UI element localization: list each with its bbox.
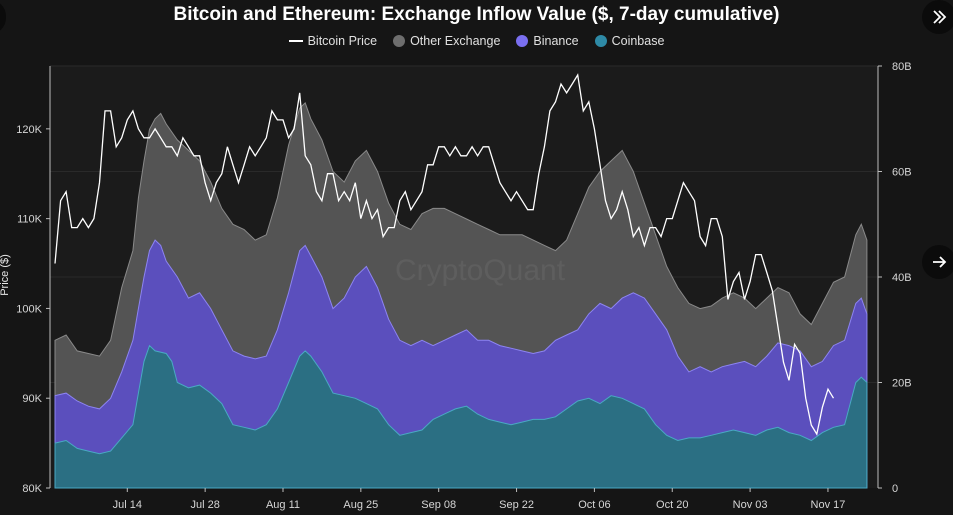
legend-dot-marker xyxy=(393,35,406,47)
y-tick-label-right: 0 xyxy=(892,483,898,495)
x-tick-label: Oct 20 xyxy=(656,499,688,511)
x-tick-label: Aug 25 xyxy=(343,499,378,511)
y-tick-label-left: 100K xyxy=(16,303,42,315)
legend-dot-marker xyxy=(516,35,529,47)
y-axis-left-label: Price ($) xyxy=(0,254,11,296)
previous-chart-button[interactable] xyxy=(0,0,6,34)
y-tick-label-right: 40B xyxy=(892,272,912,284)
x-tick-label: Sep 22 xyxy=(499,499,534,511)
x-tick-label: Nov 17 xyxy=(811,499,846,511)
bitcoin-price-line xyxy=(54,73,835,436)
x-tick-label: Aug 11 xyxy=(266,499,300,511)
legend-line-marker xyxy=(288,40,303,42)
y-tick-label-left: 80K xyxy=(22,483,42,495)
y-tick-label-right: 80B xyxy=(892,61,912,73)
legend-dot-marker xyxy=(594,35,607,47)
legend-item-other-exchange[interactable]: Other Exchange xyxy=(393,34,500,48)
x-tick-label: Oct 06 xyxy=(578,499,610,511)
legend-label: Other Exchange xyxy=(410,34,501,48)
y-tick-label-left: 110K xyxy=(17,214,43,226)
legend-item-binance[interactable]: Binance xyxy=(516,34,579,48)
arrow-right-icon xyxy=(933,256,947,268)
area-coinbase xyxy=(54,344,868,489)
legend-label: Bitcoin Price xyxy=(307,34,378,48)
legend-item-coinbase[interactable]: Coinbase xyxy=(594,34,665,48)
x-tick-label: Jul 14 xyxy=(113,499,142,511)
collapse-panel-button[interactable] xyxy=(922,0,953,34)
y-tick-label-left: 120K xyxy=(16,124,42,136)
legend-label: Binance xyxy=(533,34,579,48)
x-tick-label: Nov 03 xyxy=(733,499,768,511)
chart-title: Bitcoin and Ethereum: Exchange Inflow Va… xyxy=(173,4,780,25)
legend-item-bitcoin-price[interactable]: Bitcoin Price xyxy=(288,34,378,48)
chart-legend: Bitcoin Price Other Exchange Binance Coi… xyxy=(0,34,953,48)
y-tick-label-right: 20B xyxy=(892,378,912,390)
area-binance xyxy=(54,239,868,489)
y-tick-label-left: 90K xyxy=(22,393,42,405)
watermark: CryptoQuant xyxy=(395,254,566,287)
x-tick-label: Sep 08 xyxy=(421,499,456,511)
legend-label: Coinbase xyxy=(611,34,665,48)
y-tick-label-right: 60B xyxy=(892,167,912,179)
next-chart-button[interactable] xyxy=(922,245,953,279)
double-chevron-right-icon xyxy=(933,10,947,24)
x-tick-label: Jul 28 xyxy=(190,499,219,511)
